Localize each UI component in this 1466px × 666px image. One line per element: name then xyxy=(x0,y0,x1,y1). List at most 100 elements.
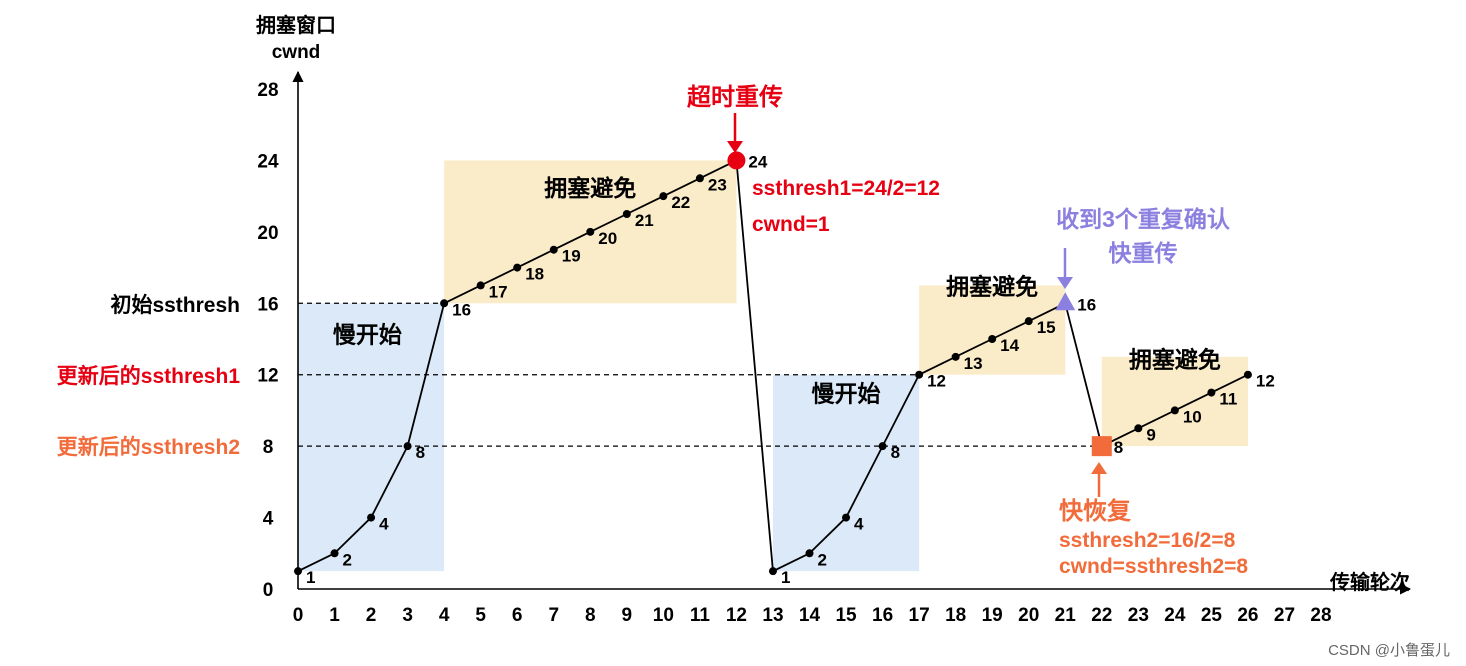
data-point xyxy=(440,299,449,308)
threshold-lines xyxy=(298,302,1102,447)
triple-ack-annotation: 收到3个重复确认 快重传 xyxy=(1056,206,1230,289)
triple-ack-line-2: 快重传 xyxy=(1109,240,1178,266)
point-label: 17 xyxy=(489,282,508,301)
point-label: 13 xyxy=(964,354,983,373)
data-point xyxy=(330,549,339,558)
x-tick-label: 28 xyxy=(1310,605,1331,626)
point-label: 19 xyxy=(562,247,581,266)
y-tick-label: 20 xyxy=(257,223,278,244)
point-label: 4 xyxy=(379,515,389,534)
x-axis-title: 传输轮次 xyxy=(1329,570,1410,594)
fast-recovery-arrow-head xyxy=(1091,462,1107,474)
point-label: 1 xyxy=(781,568,790,587)
data-point xyxy=(476,281,485,290)
data-point xyxy=(622,210,631,218)
slow-start-label-0: 慢开始 xyxy=(333,322,402,348)
fast-recovery-line-cwnd: cwnd=ssthresh2=8 xyxy=(1059,555,1248,578)
data-point xyxy=(878,442,887,451)
data-point xyxy=(768,567,777,576)
x-tick-label: 13 xyxy=(762,605,783,626)
slow-start-region-0 xyxy=(298,303,445,572)
point-label: 16 xyxy=(452,300,471,319)
data-point xyxy=(951,352,960,361)
x-tick-label: 1 xyxy=(329,605,340,626)
watermark: CSDN @小鲁蛋儿 xyxy=(1328,642,1450,659)
y-tick-label: 24 xyxy=(257,151,279,172)
point-label: 12 xyxy=(927,372,946,391)
x-tick-label: 14 xyxy=(799,605,821,626)
x-tick-label: 19 xyxy=(982,605,1003,626)
congestion-avoidance-label-3: 拥塞避免 xyxy=(946,273,1038,299)
congestion-avoidance-region-3 xyxy=(919,285,1066,375)
data-point xyxy=(513,263,522,272)
threshold-label-ssthresh1: 更新后的ssthresh1 xyxy=(57,364,241,388)
data-point xyxy=(805,549,814,558)
data-point xyxy=(549,245,558,254)
data-point xyxy=(659,192,668,201)
timeout-arrow-head xyxy=(727,141,743,153)
congestion-avoidance-region-4 xyxy=(1101,356,1248,447)
x-tick-label: 25 xyxy=(1201,605,1223,626)
point-label: 16 xyxy=(1077,295,1096,314)
data-point xyxy=(294,567,302,576)
point-label: 10 xyxy=(1183,407,1202,426)
slow-start-region-2 xyxy=(772,374,920,572)
point-label: 4 xyxy=(854,515,864,534)
y-tick-label: 12 xyxy=(257,366,278,387)
x-tick-label: 12 xyxy=(726,605,747,626)
data-point xyxy=(586,227,595,236)
point-label: 11 xyxy=(1219,390,1237,409)
data-point xyxy=(1207,388,1216,397)
point-label: 15 xyxy=(1037,318,1056,337)
timeout-annotation: 超时重传 ssthresh1=24/2=12 cwnd=1 xyxy=(687,84,940,236)
x-tick-label: 22 xyxy=(1091,605,1112,626)
x-tick-label: 21 xyxy=(1055,605,1077,626)
point-label: 22 xyxy=(671,193,690,212)
x-tick-label: 2 xyxy=(366,605,377,626)
threshold-label-ssthresh2: 更新后的ssthresh2 xyxy=(57,435,240,459)
y-axis-title: 拥塞窗口 xyxy=(256,13,336,37)
x-tick-label: 7 xyxy=(548,605,559,626)
y-tick-label: 16 xyxy=(257,294,278,315)
y-axis-subtitle: cwnd xyxy=(272,42,321,63)
point-label: 9 xyxy=(1146,425,1155,444)
triple-ack-line-1: 收到3个重复确认 xyxy=(1056,206,1230,232)
x-tick-label: 11 xyxy=(690,605,711,626)
point-label: 23 xyxy=(708,175,727,194)
x-tick-label: 8 xyxy=(585,605,596,626)
data-point xyxy=(367,513,376,522)
congestion-avoidance-label-4: 拥塞避免 xyxy=(1129,347,1221,373)
x-tick-label: 20 xyxy=(1018,605,1039,626)
data-points xyxy=(294,151,1252,576)
x-tick-label: 27 xyxy=(1274,605,1295,626)
triple-ack-arrow-head xyxy=(1057,277,1073,289)
x-tick-label: 23 xyxy=(1128,605,1149,626)
timeout-point xyxy=(727,151,746,170)
fast-recovery-title: 快恢复 xyxy=(1059,498,1132,525)
y-tick-label: 4 xyxy=(263,509,274,530)
x-tick-label: 24 xyxy=(1164,605,1186,626)
x-tick-label: 5 xyxy=(475,605,486,626)
x-tick-label: 0 xyxy=(293,605,304,626)
point-label: 1 xyxy=(306,568,315,587)
data-point xyxy=(1170,406,1179,415)
x-tick-label: 6 xyxy=(512,605,523,626)
x-tick-label: 4 xyxy=(439,605,450,626)
data-point xyxy=(988,335,997,343)
x-tick-label: 26 xyxy=(1237,605,1258,626)
slow-start-label-2: 慢开始 xyxy=(812,381,881,407)
data-point xyxy=(842,513,851,522)
point-label: 2 xyxy=(818,550,827,569)
fast-recovery-point xyxy=(1091,436,1112,457)
fast-recovery-annotation: 快恢复 ssthresh2=16/2=8 cwnd=ssthresh2=8 xyxy=(1059,462,1248,578)
point-label: 24 xyxy=(748,152,767,171)
point-label: 12 xyxy=(1256,372,1275,391)
timeout-title: 超时重传 xyxy=(687,84,783,111)
axes xyxy=(292,70,1412,595)
point-label: 8 xyxy=(416,443,425,462)
timeout-line-cwnd: cwnd=1 xyxy=(752,213,830,236)
point-labels: 1248161718192021222324124812131415168910… xyxy=(306,152,1275,587)
point-label: 18 xyxy=(525,265,544,284)
congestion-avoidance-label-1: 拥塞避免 xyxy=(544,175,636,201)
x-tick-label: 15 xyxy=(835,605,857,626)
